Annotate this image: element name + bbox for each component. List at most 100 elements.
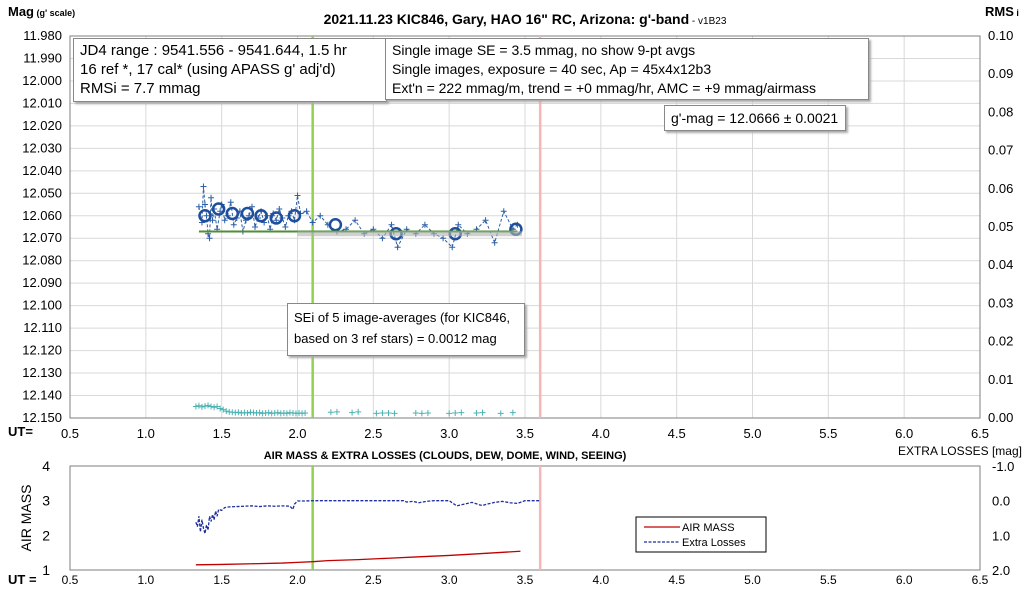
info-box-exposure: Single image SE = 3.5 mmag, no show 9-pt… [385,38,869,100]
single-image-mag-point [203,212,210,219]
y-tick-label: 12.100 [22,298,62,313]
x-tick-label: 0.5 [61,426,79,441]
sei-note-box: SEi of 5 image-averages (for KIC846, bas… [287,303,525,356]
bottom-x-tick-label: 6.5 [972,573,989,587]
bottom-x-tick-label: 1.5 [213,573,230,587]
rms-error-point [333,408,340,415]
single-image-mag-point [421,221,428,228]
rms-error-point [391,410,398,417]
y-tick-label: 12.050 [22,185,62,200]
single-image-mag-point [388,221,395,228]
rms-error-point [220,406,227,413]
extra-losses-tick-label: 2.0 [992,563,1010,578]
x-tick-label: 4.0 [592,426,610,441]
extra-losses-axis-label: EXTRA LOSSES [mag] [898,444,1022,458]
rms-error-point [458,409,465,416]
rms-error-point [385,410,392,417]
rms-error-point [302,410,309,417]
legend-label: Extra Losses [682,537,746,549]
rms-error-point [217,405,224,412]
avg-mag-point [254,209,268,223]
airmass-line [195,550,521,566]
y-tick-label: 12.010 [22,95,62,110]
y2-tick-label: 0.00 [988,410,1013,425]
rms-error-point [244,410,251,417]
extra-losses-line [195,500,541,534]
y2-axis-label: RMS i [985,4,1019,19]
rms-error-point [509,409,516,416]
bottom-x-tick-label: 4.0 [592,573,609,587]
x-tick-label: 1.5 [213,426,231,441]
y2-tick-label: 0.07 [988,143,1013,158]
y2-tick-label: 0.04 [988,257,1013,272]
avg-mag-point [240,206,255,221]
extra-losses-tick-label: -1.0 [992,459,1014,474]
bottom-x-tick-label: 5.0 [744,573,761,587]
single-image-mag-point [195,203,202,210]
rms-error-point [497,410,504,417]
y2-tick-label: 0.08 [988,104,1013,119]
single-image-mag-point [221,217,228,224]
rms-error-point [349,409,356,416]
y-tick-label: 12.040 [22,163,62,178]
avg-mag-point [328,218,343,232]
single-image-mag-point [273,217,280,224]
y2-axis-label-main: RMS [985,4,1014,19]
info-box-exposure-line: Single images, exposure = 40 sec, Ap = 4… [392,61,712,77]
y-tick-label: 12.060 [22,208,62,223]
y-tick-label: 12.070 [22,230,62,245]
info-box-jd-range-line: JD4 range : 9541.556 - 9541.644, 1.5 hr [80,42,347,59]
rms-error-point [355,408,362,415]
info-box-single-image-se: Single image SE = 3.5 mmag, no show 9-pt… [392,42,696,58]
legend-label: AIR MASS [682,522,735,534]
single-image-mag-point [491,239,498,246]
single-image-mag-point [282,224,289,230]
info-box-extinction-line: Ext'n = 222 mmag/m, trend = +0 mmag/hr, … [392,80,817,96]
info-box-ref-stars-line: 16 ref *, 17 cal* (using APASS g' adj'd) [80,61,336,78]
y-tick-label: 12.020 [22,118,62,133]
x-tick-label: 2.0 [288,426,306,441]
bottom-plot-frame [69,465,981,571]
bottom-x-tick-label: 4.5 [668,573,685,587]
y-axis-label: Mag (g' scale) [8,4,75,19]
airmass-tick-label: 4 [42,458,50,474]
single-image-mag-point [449,244,456,251]
y2-tick-label: 0.06 [988,181,1013,196]
single-image-mag-point [227,199,234,206]
y2-tick-label: 0.05 [988,219,1013,234]
single-image-mag-point [230,221,237,228]
single-image-mag-connector [198,186,518,249]
bottom-x-axis-label: UT = [8,572,37,587]
plot-frame [69,35,981,419]
avg-mag-point [198,209,212,223]
single-image-mag-point [294,192,301,199]
legend-box [635,516,767,553]
bottom-x-tick-label: 6.0 [896,573,913,587]
chart-title-main: 2021.11.23 KIC846, Gary, HAO 16" RC, Ari… [324,11,690,27]
rms-error-point [205,402,212,409]
x-tick-label: 1.0 [137,426,155,441]
single-image-mag-point [208,194,215,201]
y2-tick-label: 0.02 [988,334,1013,349]
y2-tick-label: 0.01 [988,372,1013,387]
single-image-mag-point [303,208,310,215]
y-tick-label: 11.990 [23,50,62,65]
extra-losses-tick-label: 1.0 [992,528,1010,543]
x-tick-label: 6.0 [895,426,913,441]
y-tick-label: 12.120 [22,343,62,358]
y-tick-label: 12.080 [22,253,62,268]
airmass-chart-title: AIR MASS & EXTRA LOSSES (CLOUDS, DEW, DO… [264,450,627,462]
info-box-jd-range: JD4 range : 9541.556 - 9541.644, 1.5 hr … [73,38,387,102]
bottom-x-tick-label: 0.5 [62,573,79,587]
rms-error-point [327,409,334,416]
single-image-mag-point [455,221,462,228]
x-tick-label: 5.0 [743,426,761,441]
bottom-x-tick-label: 3.0 [441,573,458,587]
x-tick-label: 5.5 [819,426,837,441]
rms-error-point [214,403,221,410]
airmass-tick-label: 1 [42,562,50,578]
rms-error-point [265,409,272,416]
rms-error-point [412,410,419,417]
x-tick-label: 6.5 [971,426,989,441]
